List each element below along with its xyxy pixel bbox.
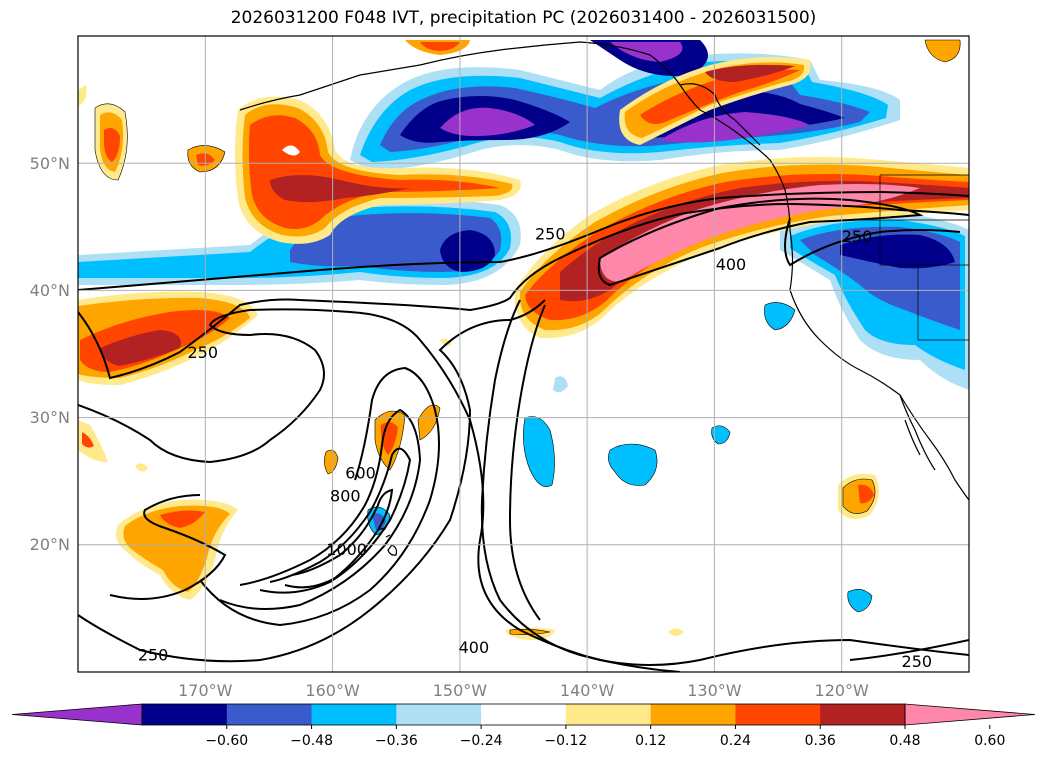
neg-blob-4 [711, 425, 731, 445]
ivt-contour-400-ar [597, 197, 924, 287]
ivt-contour-label: 400 [459, 638, 490, 657]
colorbar-tick-label: 0.36 [805, 733, 836, 749]
colorbar-segment [481, 704, 567, 725]
colorbar-tick-label: 0.24 [720, 733, 751, 749]
pos-region-s1-orange [123, 505, 230, 592]
pos-region-ne-red [640, 69, 800, 124]
colorbar-segment [396, 704, 482, 725]
ivt-contour-label: 250 [842, 227, 873, 246]
colorbar: −0.60 −0.48 −0.36 −0.24 −0.12 0.12 0.24 0.36 0.4… [11, 703, 1036, 749]
neg-region-coast-navy [840, 234, 955, 269]
ivt-contour-1000 [284, 488, 394, 589]
colorbar-segment [650, 704, 736, 725]
pos-region-s10 [78, 85, 87, 105]
colorbar-tick-label: −0.12 [544, 733, 587, 749]
pos-region-ar-pink [600, 184, 920, 282]
lon-label-160w: 160°W [305, 681, 360, 700]
ivt-contour-250-southwest [109, 494, 227, 600]
lat-label-50: 50°N [30, 154, 70, 173]
baja [899, 394, 936, 471]
colorbar-tick-label: −0.36 [375, 733, 418, 749]
precipitation-fields [78, 39, 969, 640]
neg-blob-7 [372, 513, 386, 530]
lat-label-30: 30°N [30, 408, 70, 427]
neg-blob-8 [553, 376, 568, 393]
colorbar-extend-high [904, 703, 1036, 726]
colorbar-tick-label: −0.60 [205, 733, 248, 749]
pos-region-s9 [668, 628, 684, 636]
ivt-contour-labels: 250 250 400 250 600 800 1000 250 400 250 [138, 225, 933, 671]
ivt-contour-400-east [480, 299, 681, 672]
lat-label-20: 20°N [30, 535, 70, 554]
pos-region-s6 [78, 420, 108, 462]
ivt-contour-label: 250 [902, 652, 933, 671]
neg-blob-1 [523, 416, 555, 487]
neg-region-north-purple [440, 42, 810, 143]
pos-region-w3-dark [100, 330, 181, 366]
neg-blob-2 [608, 443, 658, 486]
lon-label-170w: 170°W [178, 681, 233, 700]
ivt-contour-250-se [849, 639, 969, 661]
ivt-contour-label: 250 [138, 646, 169, 665]
pos-region-s3 [417, 404, 441, 441]
ivt-contour-label: 600 [345, 464, 376, 483]
ivt-contour-label: 250 [187, 343, 218, 362]
colorbar-segment [226, 704, 313, 725]
longitude-labels: 170°W 160°W 150°W 140°W 130°W 120°W [178, 681, 869, 700]
pos-region-ne-dark [705, 64, 795, 82]
ivt-contour-label: 1000 [326, 540, 367, 559]
colorbar-tick-label: 0.12 [635, 733, 666, 749]
ivt-contour-250-south-west [78, 202, 969, 380]
map-title: 2026031200 F048 IVT, precipitation PC (2… [230, 8, 817, 28]
colorbar-segment [735, 704, 821, 725]
colorbar-tick-label: 0.60 [974, 733, 1005, 749]
ivt-contour-400-inner [199, 366, 440, 627]
map-gridlines [78, 36, 969, 672]
colorbar-segment [142, 704, 228, 725]
colorbar-segment [565, 704, 652, 725]
pos-region-s8 [135, 463, 148, 472]
coastline-alaska [239, 41, 969, 501]
latitude-labels: 20°N 30°N 40°N 50°N [30, 154, 70, 554]
hawaii-islands [377, 527, 398, 556]
lon-label-150w: 150°W [433, 681, 488, 700]
ivt-contour-label: 400 [716, 255, 747, 274]
lon-label-130w: 130°W [687, 681, 742, 700]
colorbar-segment [820, 704, 906, 725]
pos-region-s1-red [160, 510, 205, 528]
ivt-contour-label: 800 [330, 487, 361, 506]
neg-blob-3 [764, 302, 796, 331]
colorbar-segment [311, 704, 397, 725]
pos-region-ar-dark [560, 180, 969, 302]
lon-label-140w: 140°W [560, 681, 615, 700]
colorbar-tick-label: −0.24 [460, 733, 503, 749]
pos-region-ne2 [924, 39, 961, 63]
ivt-contour-400-east2 [508, 304, 546, 621]
ivt-contour-250-main [78, 308, 969, 666]
ivt-contour-250-coast [784, 217, 961, 267]
ivt-contour-250-north [78, 190, 969, 291]
lon-label-120w: 120°W [815, 681, 870, 700]
pos-region-s6-core [82, 432, 94, 448]
coastlines [239, 41, 969, 556]
coastline-bc [679, 83, 761, 146]
ivt-contour-600 [219, 408, 422, 610]
map-frame [77, 35, 970, 673]
colorbar-tick-label: −0.48 [290, 733, 333, 749]
pos-region-s5-core [858, 484, 874, 504]
ivt-contour-label: 250 [535, 225, 566, 244]
colorbar-tick-label: 0.48 [889, 733, 920, 749]
pos-region-w1-core [104, 128, 120, 162]
lat-label-40: 40°N [30, 281, 70, 300]
pos-region-ne3-core [420, 42, 460, 51]
colorbar-extend-low [11, 703, 143, 726]
pos-region-s11 [440, 338, 452, 347]
neg-blob-5 [847, 588, 873, 613]
pos-region-nw-dark [270, 175, 410, 203]
colorbar-frame [141, 703, 906, 726]
pos-region-nw-hole [282, 145, 300, 156]
state-borders [840, 174, 969, 341]
